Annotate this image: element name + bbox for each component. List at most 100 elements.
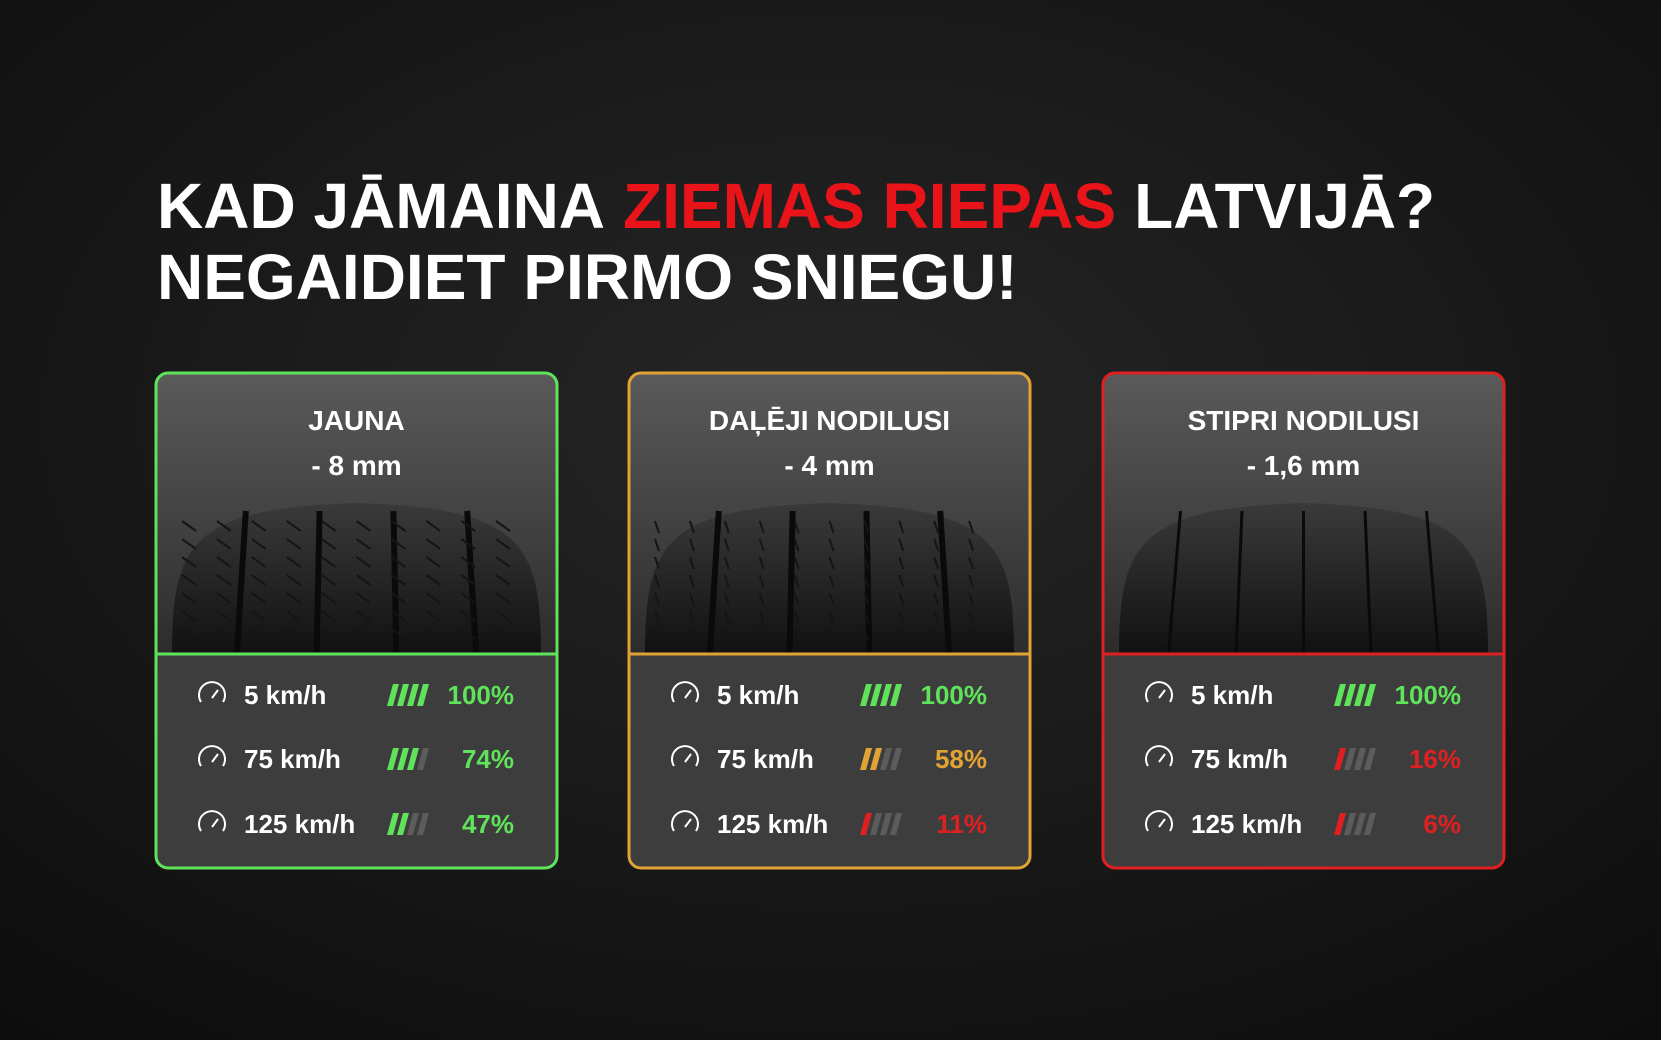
- level-bar: [1334, 813, 1346, 835]
- tire-sipe: [898, 574, 905, 588]
- tire-sipe: [898, 610, 905, 624]
- speed-needle: [684, 753, 692, 763]
- tire-sipe: [216, 628, 232, 640]
- tire-sipe: [793, 556, 800, 570]
- tire-sipe: [495, 574, 511, 586]
- tire-sipe: [425, 556, 441, 568]
- tire-sipe: [654, 538, 660, 552]
- level-bar: [880, 684, 892, 706]
- tire-sipe: [688, 574, 695, 588]
- tire-sipe: [286, 520, 302, 532]
- tire-sipe: [460, 556, 476, 568]
- tire-sipe: [216, 538, 232, 550]
- tire-groove: [313, 510, 323, 655]
- level-bar: [397, 748, 409, 770]
- percent-label: 58%: [935, 744, 987, 774]
- level-bar: [860, 748, 872, 770]
- tire-sipe: [968, 628, 975, 642]
- tire-sipe: [181, 592, 197, 604]
- tire-sipe: [654, 556, 660, 570]
- tire-sipe: [723, 628, 730, 642]
- tire-sipe: [251, 538, 267, 550]
- tire-sipe: [181, 538, 197, 550]
- tire-sipe: [723, 610, 730, 624]
- tire-sipe: [495, 520, 511, 532]
- speed-label: 75 km/h: [717, 744, 814, 774]
- card-depth: - 1,6 mm: [1247, 450, 1361, 481]
- tire: [172, 503, 541, 654]
- tire-sipe: [654, 592, 660, 606]
- speed-icon: [671, 681, 699, 703]
- tire-sipe: [933, 520, 940, 534]
- tire-sipe: [251, 592, 267, 604]
- tire-sipe: [321, 556, 337, 568]
- speed-icon: [198, 681, 226, 703]
- tire-sipe: [688, 520, 695, 534]
- tire-sipe: [828, 538, 835, 552]
- speed-icon: [671, 810, 699, 832]
- speed-label: 125 km/h: [717, 809, 828, 839]
- level-bar: [1354, 684, 1366, 706]
- level-bar: [1344, 684, 1356, 706]
- title-start: KAD JĀMAINA: [157, 170, 605, 242]
- tire-sipe: [723, 556, 730, 570]
- level-bar: [1334, 684, 1346, 706]
- tire-sipe: [933, 556, 940, 570]
- tire-sipe: [286, 556, 302, 568]
- tire-sipe: [355, 574, 372, 586]
- tire-groove: [233, 510, 249, 655]
- tire-sipe: [968, 574, 975, 588]
- title-line-1: KAD JĀMAINA ZIEMAS RIEPAS LATVIJĀ?: [157, 170, 1435, 242]
- percent-label: 11%: [936, 809, 987, 839]
- tire-sipe: [793, 574, 800, 588]
- tire-sipe: [355, 628, 372, 640]
- tire-sipe: [654, 520, 660, 534]
- tire-sipe: [758, 520, 765, 534]
- level-bar: [870, 684, 882, 706]
- tire-sipe: [181, 628, 197, 640]
- tire-sipe: [654, 574, 660, 588]
- card-inner: [629, 373, 1030, 868]
- tire-sipe: [723, 574, 730, 588]
- tire-sipe: [286, 628, 302, 640]
- tire-sipe: [968, 592, 975, 606]
- tire-sipe: [968, 556, 975, 570]
- tire-sipe: [181, 574, 197, 586]
- tire-sipe: [898, 628, 905, 642]
- level-indicator: [860, 748, 902, 770]
- percent-label: 100%: [921, 680, 988, 710]
- tire-sipe: [355, 592, 372, 604]
- tire-sipe: [321, 628, 337, 640]
- level-bar: [417, 748, 429, 770]
- tire-sipe: [863, 592, 870, 606]
- tire-sipe: [495, 556, 511, 568]
- tire-sipe: [758, 610, 765, 624]
- card-depth: - 4 mm: [784, 450, 874, 481]
- tire-sipe: [723, 592, 730, 606]
- level-bar: [1344, 813, 1356, 835]
- level-indicator: [387, 813, 429, 835]
- tire-sipe: [688, 610, 695, 624]
- level-bar: [407, 748, 419, 770]
- tire-sipe: [425, 592, 441, 604]
- level-bar: [1334, 748, 1346, 770]
- speed-label: 5 km/h: [1191, 680, 1273, 710]
- tire-sipe: [968, 538, 975, 552]
- tire-sipe: [216, 610, 232, 622]
- tire-sipe: [321, 538, 337, 550]
- tire-sipe: [898, 538, 905, 552]
- card-title: DAĻĒJI NODILUSI: [709, 405, 950, 436]
- level-indicator: [1334, 748, 1376, 770]
- tire-sipe: [495, 538, 511, 550]
- tire: [645, 503, 1014, 654]
- tire-sipe: [688, 556, 695, 570]
- level-indicator: [387, 748, 429, 770]
- card-title: JAUNA: [308, 405, 404, 436]
- speed-needle: [1158, 753, 1166, 763]
- card-depth: - 8 mm: [311, 450, 401, 481]
- title-highlight: ZIEMAS RIEPAS: [623, 170, 1116, 242]
- speed-label: 5 km/h: [717, 680, 799, 710]
- tire-sipe: [688, 538, 695, 552]
- level-indicator: [860, 684, 902, 706]
- tire-sipe: [495, 592, 511, 604]
